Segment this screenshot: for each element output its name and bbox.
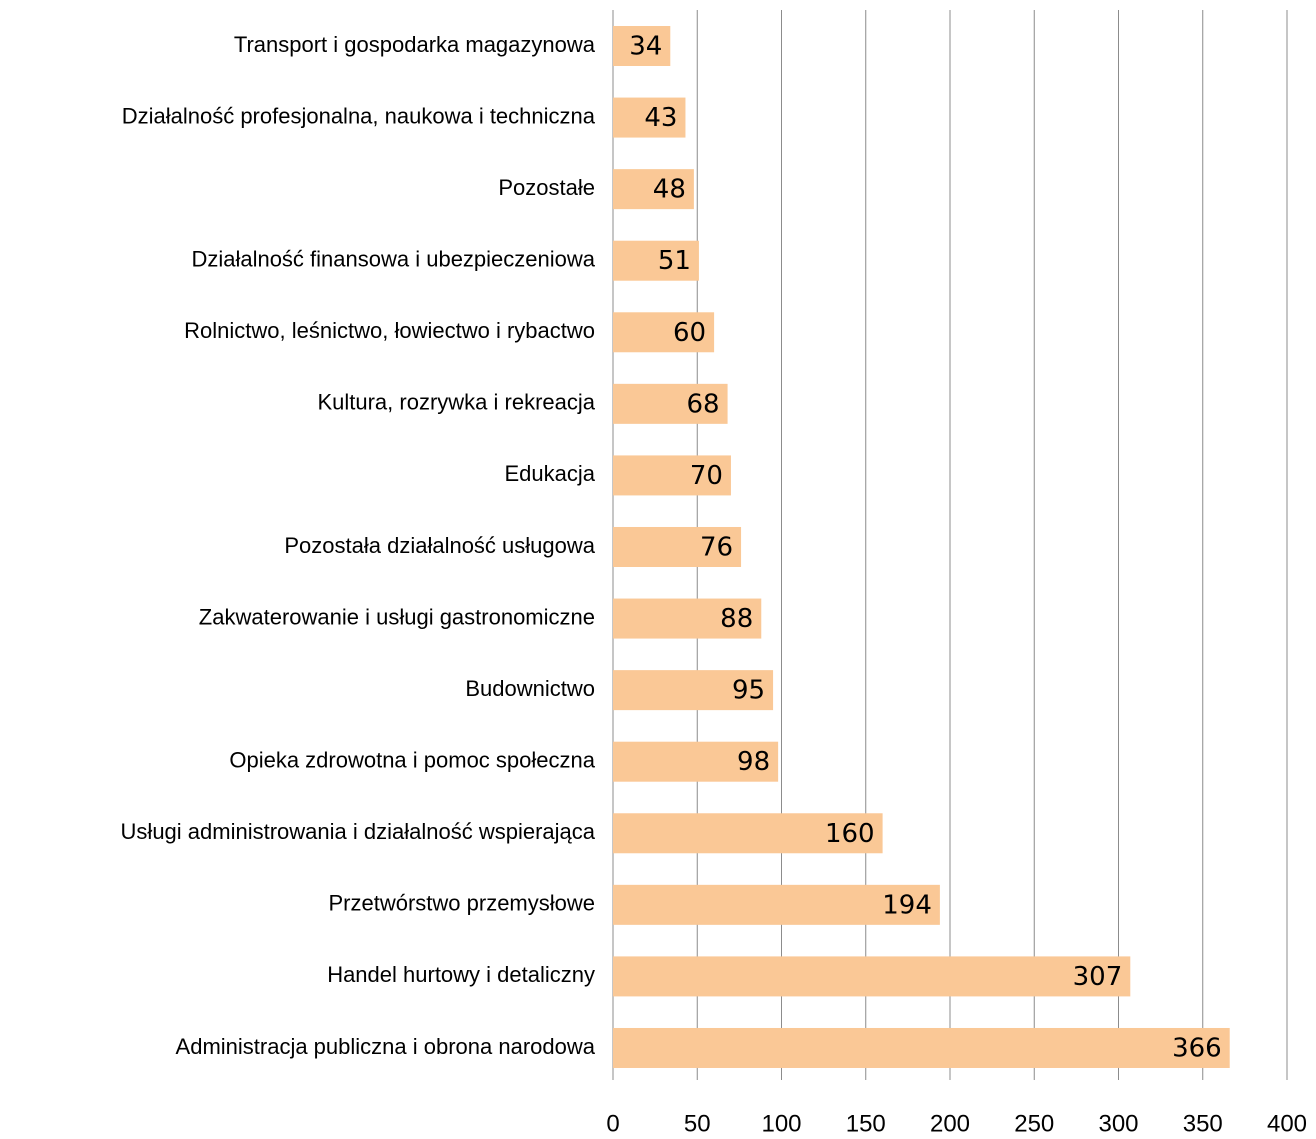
- bar: [613, 1027, 1230, 1068]
- data-label: 76: [700, 532, 733, 562]
- y-tick-label: Pozostałe: [498, 175, 595, 200]
- y-tick-label: Przetwórstwo przemysłowe: [328, 891, 595, 916]
- bar: [613, 956, 1131, 997]
- y-tick-label: Kultura, rozrywka i rekreacja: [317, 390, 595, 415]
- bar: [613, 813, 883, 854]
- x-tick-label: 50: [684, 1110, 711, 1137]
- bar: [613, 598, 762, 639]
- data-label: 43: [644, 103, 677, 133]
- y-tick-label: Transport i gospodarka magazynowa: [234, 32, 596, 57]
- y-tick-label: Pozostała działalność usługowa: [284, 533, 595, 558]
- y-tick-label: Handel hurtowy i detaliczny: [327, 962, 595, 987]
- data-label: 88: [720, 604, 753, 634]
- y-tick-label: Opieka zdrowotna i pomoc społeczna: [229, 748, 595, 773]
- bar: [613, 169, 694, 210]
- y-tick-label: Działalność finansowa i ubezpieczeniowa: [191, 247, 595, 272]
- data-label: 51: [658, 246, 691, 276]
- bar: [613, 741, 779, 782]
- data-label: 70: [690, 461, 723, 491]
- y-tick-label: Edukacja: [504, 461, 595, 486]
- data-label: 98: [737, 747, 770, 777]
- bar: [613, 670, 774, 711]
- x-tick-label: 0: [606, 1110, 619, 1137]
- x-tick-label: 250: [1014, 1110, 1054, 1137]
- bar: [613, 526, 742, 567]
- y-tick-label: Działalność profesjonalna, naukowa i tec…: [122, 103, 596, 128]
- x-tick-label: 400: [1267, 1110, 1307, 1137]
- x-tick-label: 200: [930, 1110, 970, 1137]
- data-label: 160: [825, 819, 875, 849]
- bar: [613, 312, 715, 353]
- data-label: 95: [732, 676, 765, 706]
- y-tick-label: Zakwaterowanie i usługi gastronomiczne: [199, 604, 595, 629]
- x-tick-label: 100: [761, 1110, 801, 1137]
- data-label: 68: [686, 389, 719, 419]
- y-tick-label: Administracja publiczna i obrona narodow…: [176, 1034, 596, 1059]
- x-tick-label: 150: [846, 1110, 886, 1137]
- data-label: 366: [1172, 1033, 1222, 1063]
- data-label: 48: [653, 175, 686, 205]
- bar: [613, 383, 728, 424]
- bar: [613, 240, 699, 281]
- x-tick-label: 300: [1098, 1110, 1138, 1137]
- bar: [613, 26, 671, 66]
- bar: [613, 884, 940, 925]
- y-tick-label: Rolnictwo, leśnictwo, łowiectwo i rybact…: [184, 318, 595, 343]
- bar: [613, 97, 686, 138]
- data-label: 194: [882, 890, 932, 920]
- data-label: 60: [673, 318, 706, 348]
- data-label: 34: [629, 32, 662, 62]
- data-label: 307: [1073, 962, 1123, 992]
- bar: [613, 455, 731, 496]
- y-tick-label: Usługi administrowania i działalność wsp…: [121, 819, 596, 844]
- y-tick-label: Budownictwo: [465, 676, 595, 701]
- x-tick-label: 350: [1183, 1110, 1223, 1137]
